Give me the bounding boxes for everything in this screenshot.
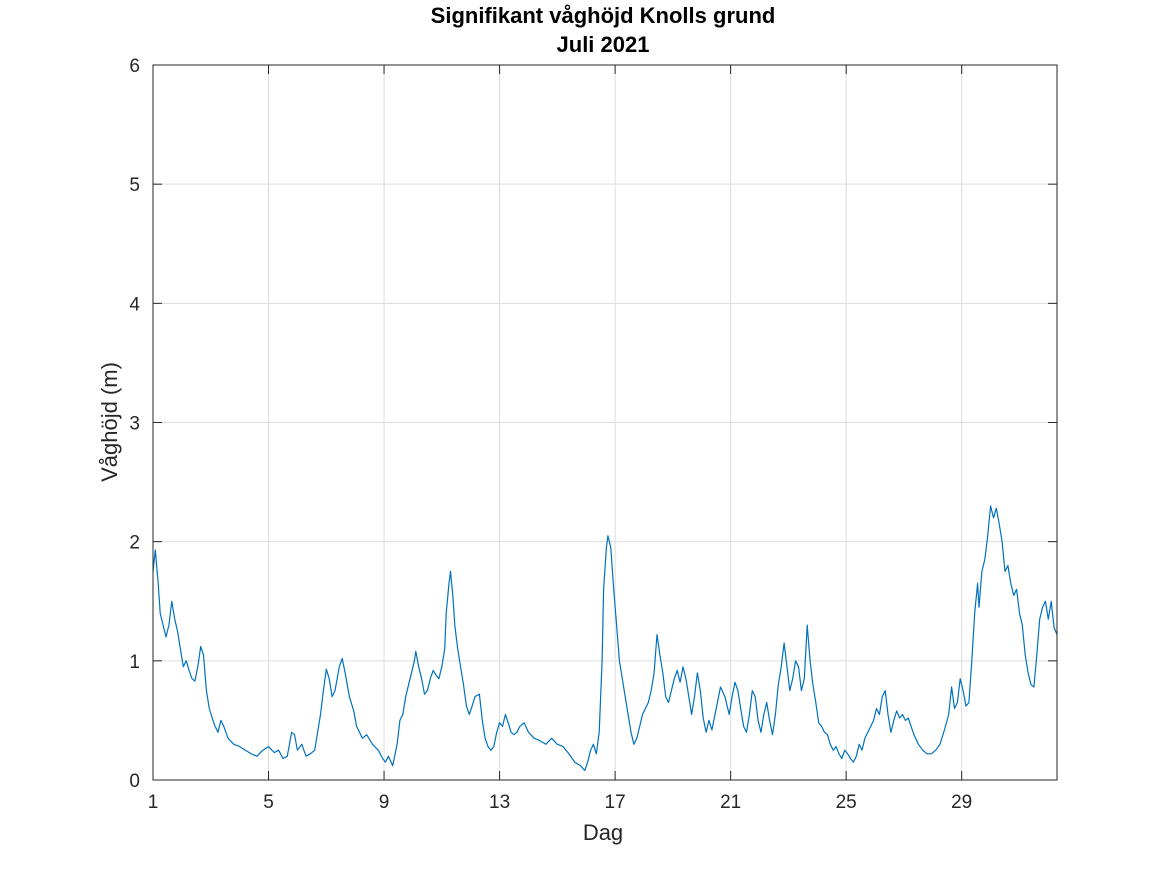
y-tick-label: 1	[129, 652, 140, 673]
x-tick-label: 29	[951, 792, 972, 813]
y-tick-label: 2	[129, 533, 140, 554]
x-tick-label: 17	[605, 792, 626, 813]
x-axis-label: Dag	[583, 820, 623, 845]
x-tick-label: 1	[148, 792, 159, 813]
x-tick-label: 5	[263, 792, 274, 813]
chart-title-line-2: Juli 2021	[557, 32, 650, 57]
y-axis-label: Våghöjd (m)	[97, 362, 122, 482]
x-tick-label: 25	[836, 792, 857, 813]
chart-title-line-1: Signifikant våghöjd Knolls grund	[431, 3, 776, 28]
wave-height-line	[152, 505, 1058, 772]
y-tick-label: 4	[129, 294, 140, 315]
x-tick-label: 9	[379, 792, 390, 813]
y-tick-label: 0	[129, 771, 140, 792]
y-tick-label: 5	[129, 175, 140, 196]
y-tick-label: 3	[129, 414, 140, 435]
y-tick-label: 6	[129, 56, 140, 77]
x-tick-label: 13	[489, 792, 510, 813]
grid-lines	[152, 64, 1057, 781]
x-tick-label: 21	[720, 792, 741, 813]
series-layer	[152, 505, 1058, 772]
